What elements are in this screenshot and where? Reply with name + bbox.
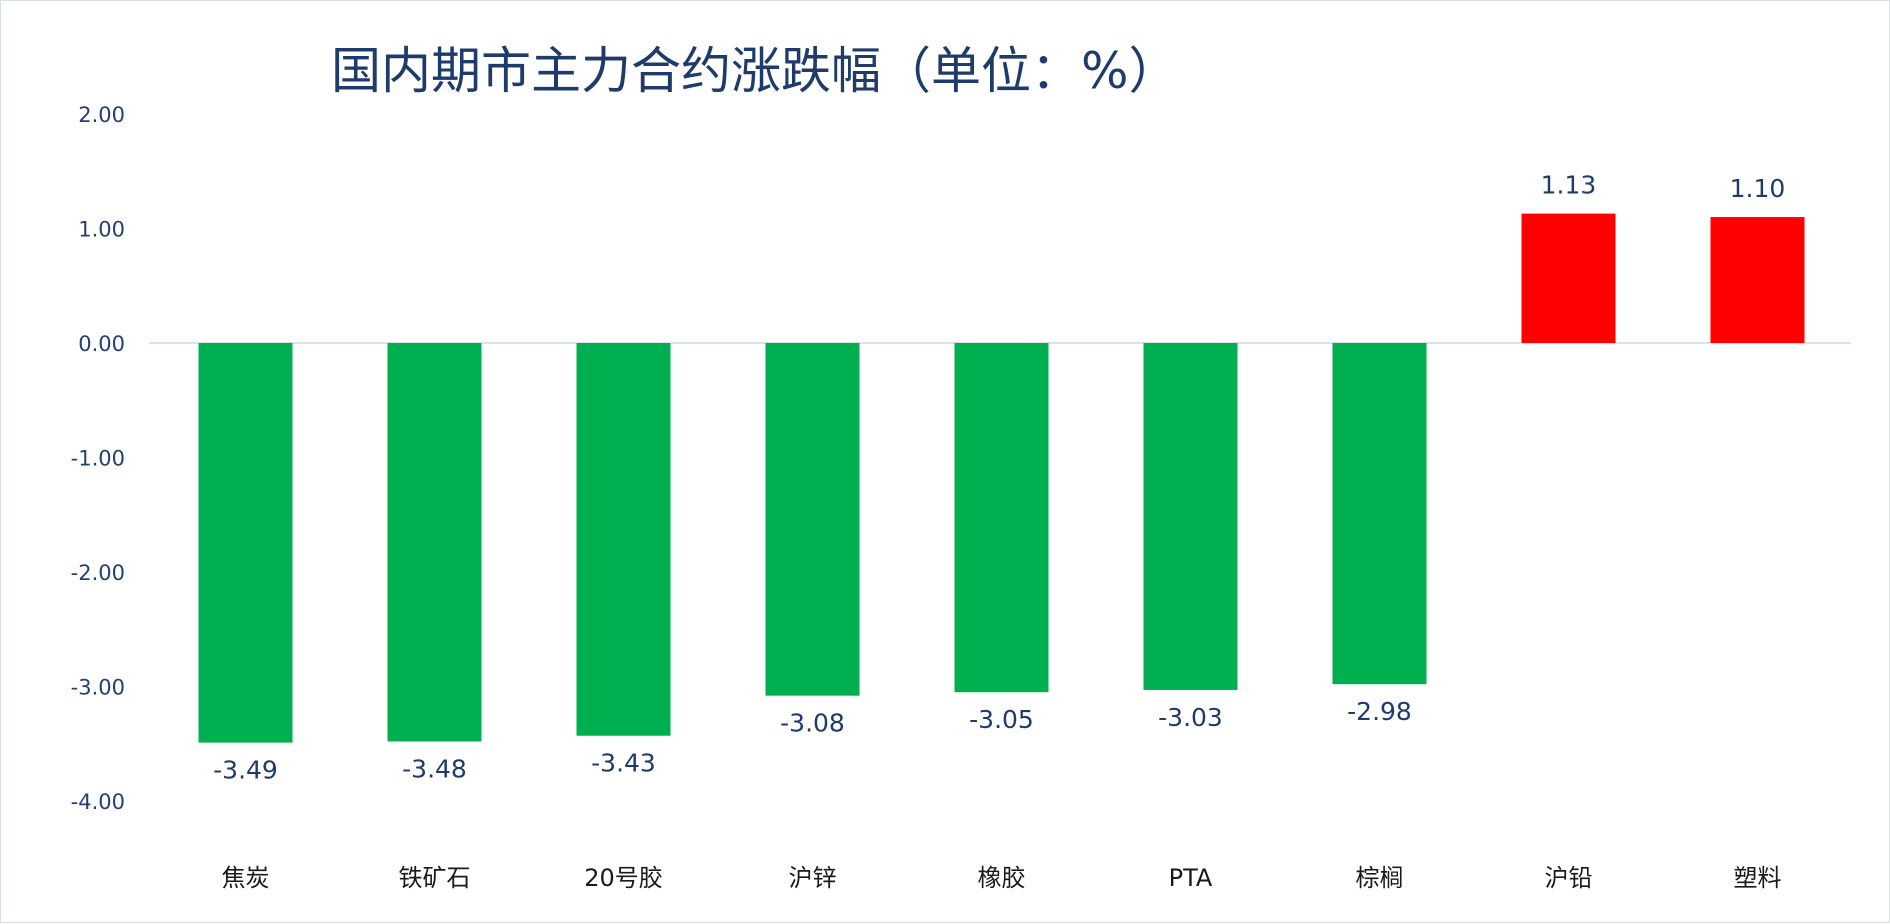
y-tick-label: -4.00 — [71, 790, 125, 814]
bar-negative — [387, 343, 482, 742]
category-label: 铁矿石 — [399, 864, 471, 892]
bar-positive — [1710, 217, 1805, 343]
y-tick-label: 0.00 — [78, 332, 125, 356]
chart-title: 国内期市主力合约涨跌幅（单位：%） — [331, 42, 1179, 100]
y-tick-label: -1.00 — [71, 447, 125, 471]
bar-positive — [1521, 213, 1616, 343]
y-tick-label: 1.00 — [78, 218, 125, 242]
data-label: -3.08 — [780, 709, 845, 738]
bar-negative — [1332, 343, 1427, 685]
category-label: 棕榈 — [1356, 864, 1404, 892]
category-label: 沪锌 — [789, 864, 837, 892]
data-label: 1.10 — [1730, 174, 1786, 203]
bar-negative — [1143, 343, 1238, 690]
labels-layer: -3.49 焦炭 -3.48 铁矿石 -3.43 20号胶 -3.08 沪锌 -3.05 橡胶 -3… — [213, 171, 1785, 892]
y-tick-label: -3.00 — [71, 676, 125, 700]
data-label: -3.03 — [1158, 703, 1223, 732]
data-label: 1.13 — [1541, 171, 1597, 200]
data-label: -3.05 — [969, 705, 1034, 734]
category-label: 沪铅 — [1545, 864, 1593, 892]
bar-negative — [765, 343, 860, 696]
bar-negative — [198, 343, 293, 743]
category-label: 橡胶 — [978, 864, 1026, 892]
y-tick-label: 2.00 — [78, 103, 125, 127]
data-label: -2.98 — [1347, 697, 1412, 726]
category-label: 塑料 — [1734, 864, 1782, 892]
bar-negative — [954, 343, 1049, 693]
data-label: -3.48 — [402, 754, 467, 783]
bar-negative — [576, 343, 671, 736]
bars-layer — [198, 213, 1805, 743]
category-label: PTA — [1169, 864, 1213, 892]
y-tick-label: -2.00 — [71, 561, 125, 585]
data-label: -3.49 — [213, 756, 278, 785]
category-label: 20号胶 — [584, 864, 663, 892]
data-label: -3.43 — [591, 749, 656, 778]
category-label: 焦炭 — [222, 864, 270, 892]
